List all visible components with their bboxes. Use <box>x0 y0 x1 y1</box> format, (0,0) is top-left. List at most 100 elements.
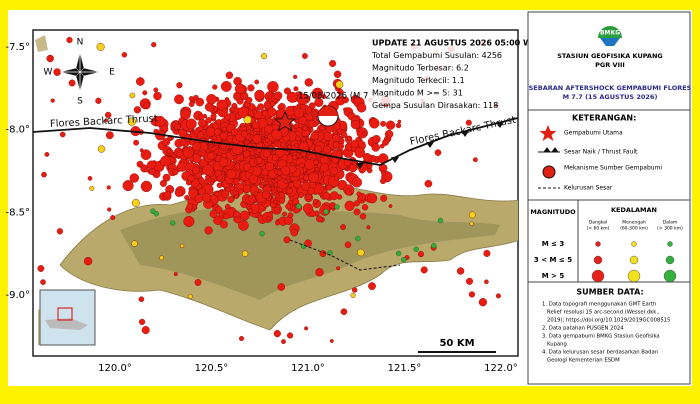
aftershock <box>255 156 263 164</box>
aftershock <box>221 126 227 132</box>
aftershock <box>129 173 140 183</box>
aftershock <box>133 139 140 146</box>
aftershock <box>283 179 289 185</box>
aftershock <box>314 144 323 153</box>
aftershock <box>37 265 45 272</box>
aftershock <box>223 213 230 220</box>
aftershock <box>97 145 106 153</box>
aftershock <box>304 239 312 248</box>
aftershock <box>44 151 50 157</box>
aftershock <box>153 91 162 101</box>
aftershock <box>315 268 324 277</box>
aftershock <box>267 81 279 93</box>
aftershock <box>159 179 167 187</box>
aftershock <box>323 131 333 142</box>
aftershock <box>367 193 378 204</box>
aftershock <box>344 200 355 211</box>
aftershock <box>238 336 244 342</box>
aftershock <box>187 294 193 299</box>
aftershock <box>251 121 260 129</box>
aftershock <box>212 135 217 141</box>
aftershock <box>388 204 393 209</box>
aftershock <box>127 117 136 126</box>
magnitude-symbol <box>593 255 603 265</box>
aftershock <box>384 129 394 139</box>
aftershock <box>274 206 281 213</box>
aftershock <box>153 87 159 93</box>
aftershock <box>262 149 271 158</box>
aftershock <box>382 138 389 146</box>
aftershock <box>231 143 243 155</box>
legend-item: Kelurusan Sesar <box>564 185 613 192</box>
aftershock <box>420 266 428 274</box>
source-line: 4. Data kelurusan sesar berdasarkan Bada… <box>542 350 658 356</box>
aftershock <box>292 198 300 205</box>
aftershock <box>214 191 220 197</box>
source-line: 1. Data topografi menggunakan GMT Earth <box>542 302 656 308</box>
aftershock <box>214 128 222 136</box>
magnitude-row: M > 5 <box>542 272 565 280</box>
aftershock <box>233 193 239 199</box>
magnitude-row: 3 < M ≤ 5 <box>534 256 572 264</box>
aftershock <box>362 130 368 137</box>
lat-label: -9.0° <box>5 290 30 301</box>
panel-border <box>527 11 691 385</box>
aftershock <box>104 118 109 123</box>
aftershock <box>296 203 302 210</box>
aftershock <box>233 210 241 218</box>
sources-title: SUMBER DATA: <box>576 288 643 297</box>
aftershock <box>424 179 433 188</box>
aftershock <box>191 208 196 212</box>
aftershock <box>351 177 363 188</box>
aftershock <box>271 154 279 162</box>
aftershock <box>150 208 156 214</box>
aftershock <box>243 115 252 124</box>
aftershock <box>413 246 419 252</box>
region: PGR VIII <box>595 61 625 69</box>
lon-label: 122.0° <box>484 363 518 374</box>
aftershock <box>188 101 195 107</box>
aftershock <box>287 212 294 218</box>
aftershock <box>465 119 472 126</box>
legend-panel: BMKG STASIUN GEOFISIKA KUPANG PGR VIII S… <box>527 11 692 385</box>
aftershock <box>312 110 318 115</box>
compass-e: E <box>109 68 115 78</box>
map-title: SEBARAN AFTERSHOCK GEMPABUMI FLORES <box>529 84 692 92</box>
aftershock <box>166 148 172 154</box>
lineament <box>289 239 401 271</box>
aftershock <box>213 215 223 225</box>
aftershock <box>219 220 228 229</box>
aftershock <box>234 83 246 95</box>
aftershock <box>140 149 152 160</box>
aftershock <box>353 200 360 207</box>
aftershock <box>280 141 286 148</box>
aftershock <box>286 187 293 194</box>
aftershock <box>329 166 338 176</box>
aftershock <box>154 115 166 127</box>
aftershock <box>484 279 489 285</box>
lat-label: -8.0° <box>5 125 30 136</box>
map-title: M 7.7 (15 AGUSTUS 2026) <box>563 93 658 101</box>
aftershock <box>350 292 356 299</box>
magnitude-header: MAGNITUDO <box>530 208 576 216</box>
fault-tooth <box>391 157 399 163</box>
aftershock <box>197 125 204 132</box>
fault-tooth <box>496 122 504 128</box>
legend-item: Sesar Naik / Thrust Fault <box>564 149 638 156</box>
aftershock <box>372 134 381 144</box>
aftershock <box>304 106 313 114</box>
aftershock <box>472 157 478 163</box>
aftershock <box>247 84 255 92</box>
aftershock <box>332 141 340 149</box>
aftershock <box>131 198 140 207</box>
aftershock <box>369 118 380 129</box>
aftershock <box>397 119 402 124</box>
aftershock <box>307 119 316 128</box>
scale-box <box>412 330 502 352</box>
aftershock <box>366 225 371 230</box>
aftershock <box>239 210 250 221</box>
aftershock <box>333 70 342 79</box>
aftershocks <box>37 36 501 345</box>
aftershock <box>212 84 218 90</box>
aftershock <box>122 180 134 192</box>
